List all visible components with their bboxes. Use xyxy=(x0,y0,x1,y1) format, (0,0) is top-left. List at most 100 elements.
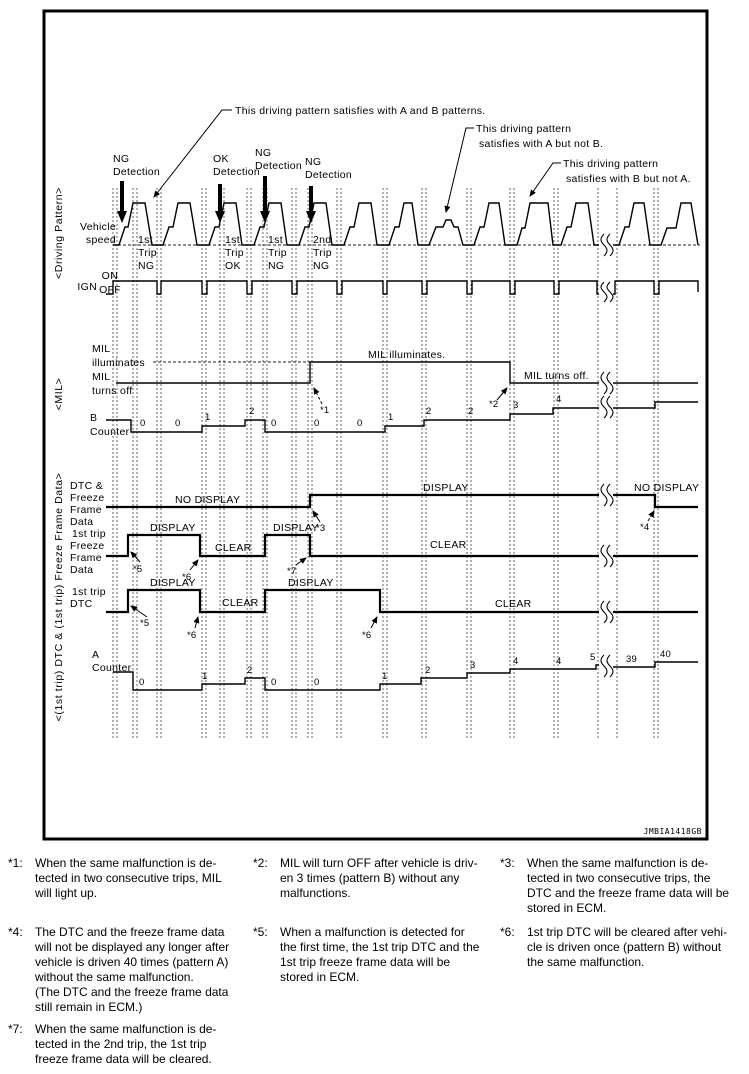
svg-text:1: 1 xyxy=(202,671,207,682)
dtc-clear-2: CLEAR xyxy=(495,598,532,610)
mil-turns-off-label: MIL xyxy=(92,371,110,383)
svg-text:NG: NG xyxy=(138,260,154,272)
callout-a-and-b: This driving pattern satisfies with A an… xyxy=(153,105,486,198)
ign-label: IGN xyxy=(77,281,97,293)
footnote-5-id: *5: xyxy=(253,925,268,939)
svg-text:Trip: Trip xyxy=(225,247,244,259)
svg-text:2: 2 xyxy=(425,665,430,676)
diagram-border xyxy=(42,9,709,841)
svg-text:4: 4 xyxy=(556,656,561,667)
marker-1: *1 xyxy=(320,405,329,416)
b-counter-values: 0 0 1 2 0 0 0 1 2 2 3 4 xyxy=(140,394,561,429)
footnote-7-text: When the same malfunction is de- tected … xyxy=(35,1022,217,1066)
dtc-clear-1: CLEAR xyxy=(222,597,259,609)
a-counter-label2: Counter xyxy=(92,662,132,674)
svg-text:4: 4 xyxy=(513,656,518,667)
footnote-7-id: *7: xyxy=(8,1022,23,1036)
marker-4: *4 xyxy=(640,522,649,533)
marker-1-arrow xyxy=(313,387,323,405)
footnote-2: *2: MIL will turn OFF after vehicle is d… xyxy=(253,856,501,901)
svg-text:Freeze: Freeze xyxy=(70,540,104,552)
marker-6: *6 xyxy=(182,572,191,583)
footnote-1-id: *1: xyxy=(8,856,23,870)
callout-a-not-b: This driving pattern satisfies with A bu… xyxy=(444,123,603,213)
footnote-3: *3: When the same malfunction is de- tec… xyxy=(500,856,748,916)
dtc1-trace xyxy=(106,588,698,614)
marker-6b-arrow xyxy=(193,616,200,629)
svg-text:Data: Data xyxy=(70,564,93,576)
marker-3: *3 xyxy=(316,523,325,534)
svg-text:NG: NG xyxy=(255,147,271,159)
marker-7-arrow xyxy=(295,557,307,566)
svg-text:39: 39 xyxy=(626,654,637,665)
svg-text:NG: NG xyxy=(305,156,321,168)
mil-trace xyxy=(116,361,698,384)
figure-id: JMBIA1418GB xyxy=(644,827,702,836)
svg-text:This driving pattern satisfies: This driving pattern satisfies with A an… xyxy=(235,105,486,117)
mil-illuminates-annotation: MIL illuminates. xyxy=(368,349,445,361)
svg-text:1st trip: 1st trip xyxy=(72,586,106,598)
marker-5b-arrow xyxy=(130,605,148,618)
footnote-4: *4: The DTC and the freeze frame data wi… xyxy=(8,925,256,1015)
group-driving-pattern: <Driving Pattern> xyxy=(53,187,65,279)
svg-text:This driving pattern: This driving pattern xyxy=(476,123,571,135)
footnote-2-text: MIL will turn OFF after vehicle is driv-… xyxy=(280,856,478,900)
svg-text:2: 2 xyxy=(468,406,473,417)
svg-text:DTC &: DTC & xyxy=(70,480,103,492)
footnote-3-text: When the same malfunction is de- tected … xyxy=(527,856,730,915)
footnote-6: *6: 1st trip DTC will be cleared after v… xyxy=(500,925,748,970)
footnote-3-id: *3: xyxy=(500,856,515,870)
footnote-2-id: *2: xyxy=(253,856,268,870)
svg-text:This driving pattern: This driving pattern xyxy=(563,158,658,170)
ffd-display-2: DISPLAY xyxy=(273,522,319,534)
mil-illuminates-label2: illuminates xyxy=(92,357,145,369)
footnote-1-text: When the same malfunction is de- tected … xyxy=(35,856,222,900)
b-counter-trace xyxy=(106,401,698,433)
ign-off-label: OFF xyxy=(99,284,121,296)
vehicle-speed-label2: speed xyxy=(86,234,116,246)
vehicle-speed-label: Vehicle xyxy=(80,221,116,233)
svg-text:4: 4 xyxy=(556,394,561,405)
dtc-display-2: DISPLAY xyxy=(288,577,334,589)
svg-text:0: 0 xyxy=(357,418,362,429)
marker-6c-arrow xyxy=(370,616,378,629)
svg-text:Detection: Detection xyxy=(213,166,260,178)
dtc-ffd-label: DTC & Freeze Frame Data xyxy=(70,480,104,528)
svg-text:Detection: Detection xyxy=(305,169,352,181)
dtc-display-1: DISPLAY xyxy=(150,577,196,589)
dtc1-label: 1st trip DTC xyxy=(70,586,106,610)
detection-4-ng: NG Detection xyxy=(305,156,352,223)
detection-2-ok: OK Detection xyxy=(213,153,260,223)
footnote-7: *7: When the same malfunction is de- tec… xyxy=(8,1022,256,1067)
a-counter-values: 0 1 2 0 0 1 2 3 4 4 5 39 40 xyxy=(139,649,671,688)
footnote-5-text: When a malfunction is detected for the f… xyxy=(280,925,480,984)
vehicle-speed-trace xyxy=(113,202,699,246)
footnote-6-text: 1st trip DTC will be cleared after vehi-… xyxy=(527,925,728,969)
svg-text:0: 0 xyxy=(314,418,319,429)
svg-text:3: 3 xyxy=(513,400,518,411)
footnote-1: *1: When the same malfunction is de- tec… xyxy=(8,856,256,901)
a-counter-trace xyxy=(113,661,698,691)
ffd-display-1: DISPLAY xyxy=(150,522,196,534)
display-dtc: DISPLAY xyxy=(423,482,469,494)
marker-6c: *6 xyxy=(362,630,371,641)
svg-text:0: 0 xyxy=(271,418,276,429)
mil-illuminates-label: MIL xyxy=(92,343,110,355)
svg-text:Trip: Trip xyxy=(313,247,332,259)
marker-7: *7 xyxy=(287,566,296,577)
marker-5-arrow xyxy=(130,551,141,563)
svg-text:2: 2 xyxy=(426,406,431,417)
svg-text:2: 2 xyxy=(247,665,252,676)
a-counter-label: A xyxy=(92,649,99,661)
svg-text:Frame: Frame xyxy=(70,552,102,564)
b-counter-label: B xyxy=(90,412,97,424)
marker-6-arrow xyxy=(189,559,199,571)
group-dtc-freeze-frame: <(1st trip) DTC & (1st trip) Freeze Fram… xyxy=(53,473,65,722)
trip-boundary-lines xyxy=(112,188,659,740)
marker-5: *5 xyxy=(133,564,142,575)
svg-text:Detection: Detection xyxy=(255,160,302,172)
svg-text:NG: NG xyxy=(113,153,129,165)
svg-text:1: 1 xyxy=(205,412,210,423)
